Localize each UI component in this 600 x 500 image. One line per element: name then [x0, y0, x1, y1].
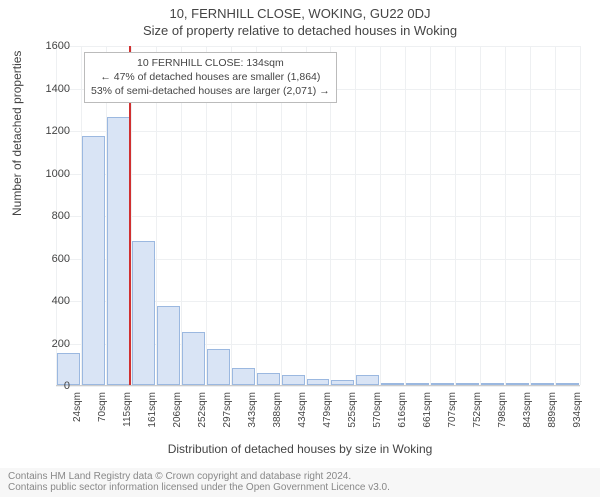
page-title-address: 10, FERNHILL CLOSE, WOKING, GU22 0DJ: [0, 0, 600, 21]
page-title-desc: Size of property relative to detached ho…: [0, 21, 600, 38]
y-tick-label: 600: [30, 253, 70, 265]
histogram-bar: [356, 375, 379, 385]
histogram-bar: [207, 349, 230, 385]
histogram-bar: [82, 136, 105, 385]
y-tick-label: 0: [30, 380, 70, 392]
histogram-bar: [381, 383, 404, 385]
y-tick-label: 1200: [30, 125, 70, 137]
histogram-bar: [232, 368, 255, 385]
histogram-bar: [431, 383, 454, 385]
histogram-bar: [132, 241, 155, 386]
histogram-bar: [406, 383, 429, 385]
annotation-line3: 53% of semi-detached houses are larger (…: [91, 84, 330, 98]
histogram-bar: [182, 332, 205, 385]
y-tick-label: 1400: [30, 83, 70, 95]
histogram-bar: [157, 306, 180, 385]
annotation-line1: 10 FERNHILL CLOSE: 134sqm: [91, 56, 330, 70]
histogram-bar: [481, 383, 504, 385]
histogram-bar: [307, 379, 330, 385]
x-axis-label: Distribution of detached houses by size …: [0, 442, 600, 456]
histogram-bar: [331, 380, 354, 385]
footer-line1: Contains HM Land Registry data © Crown c…: [8, 471, 592, 482]
y-axis-label: Number of detached properties: [10, 51, 24, 216]
y-tick-label: 1600: [30, 40, 70, 52]
histogram-bar: [282, 375, 305, 385]
y-tick-label: 400: [30, 295, 70, 307]
histogram-bar: [556, 383, 579, 385]
footer-line2: Contains public sector information licen…: [8, 482, 592, 493]
y-tick-label: 200: [30, 338, 70, 350]
histogram-bar: [257, 373, 280, 385]
histogram-bar: [456, 383, 479, 385]
annotation-box: 10 FERNHILL CLOSE: 134sqm ← 47% of detac…: [84, 52, 337, 103]
y-tick-label: 1000: [30, 168, 70, 180]
histogram-bar: [107, 117, 130, 385]
annotation-line2: ← 47% of detached houses are smaller (1,…: [91, 70, 330, 84]
histogram-bar: [506, 383, 529, 385]
y-tick-label: 800: [30, 210, 70, 222]
footer-attribution: Contains HM Land Registry data © Crown c…: [0, 468, 600, 497]
histogram-bar: [531, 383, 554, 385]
